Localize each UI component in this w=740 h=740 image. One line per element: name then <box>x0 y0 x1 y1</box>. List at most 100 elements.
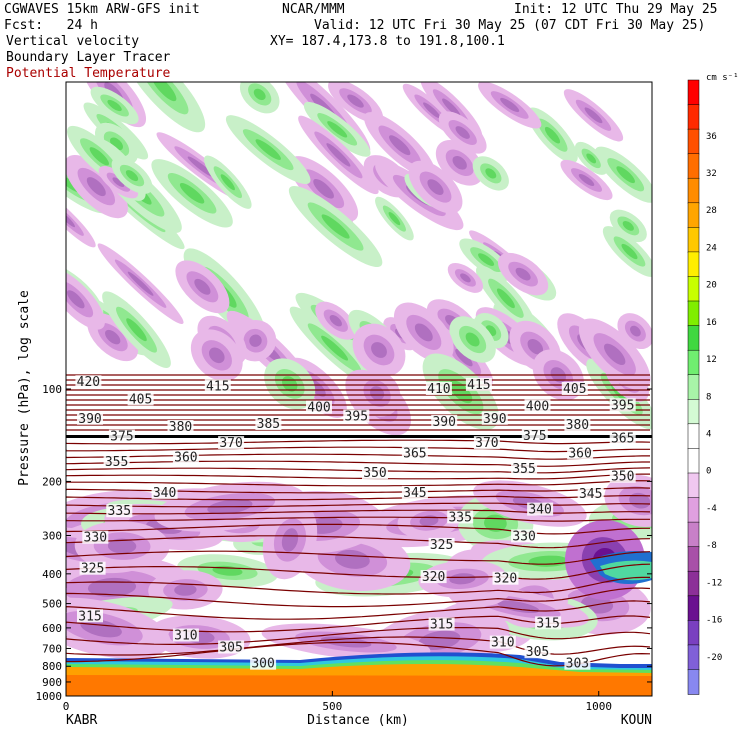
theta-label-bg-6 <box>306 400 332 414</box>
center-title: NCAR/MMM <box>282 2 345 17</box>
w-blob-34 <box>609 209 647 243</box>
w-blob-core <box>107 538 137 554</box>
colorbar: 36 32 28 24 20 16 12 8 4 0 -4 -8 -12 -16 -20 <box>687 79 722 695</box>
theta-label-36: 325 <box>430 538 453 553</box>
w-blob-core <box>86 177 106 197</box>
colorbar-swatch-21 <box>687 595 700 622</box>
theta-label-16: 375 <box>110 430 133 445</box>
theta-label-17: 375 <box>523 429 546 444</box>
w-blob-32 <box>66 155 128 219</box>
theta-contour-15 <box>66 460 650 467</box>
w-blob-39 <box>563 89 624 142</box>
w-blob-core <box>281 528 299 552</box>
field-potential-temperature: Potential Temperature <box>6 66 171 81</box>
endpoint-right: KOUN <box>621 713 652 728</box>
theta-contour-24 <box>66 523 650 535</box>
theta-label-bg-34 <box>82 530 109 544</box>
colorbar-swatch-16 <box>687 472 700 499</box>
theta-contour-34 <box>66 641 651 667</box>
w-blob-core <box>107 99 122 112</box>
colorbar-label-9: 0 <box>706 467 711 477</box>
x-axis-label: Distance (km) <box>307 713 409 728</box>
w-blob-core <box>455 348 473 367</box>
theta-label-bg-25 <box>511 461 538 475</box>
w-blob-core <box>630 325 641 337</box>
theta-contour-32 <box>66 627 651 645</box>
colorbar-swatch-3 <box>687 153 700 180</box>
theta-label-bg-3 <box>465 377 492 391</box>
w-blob-core <box>584 107 603 124</box>
w-blob-38 <box>239 82 280 114</box>
theta-label-bg-1 <box>204 379 231 393</box>
colorbar-label-5: 16 <box>706 318 717 328</box>
w-blob-core <box>327 121 348 138</box>
theta-label-bg-16 <box>108 429 135 443</box>
w-blob-core <box>249 334 262 347</box>
w-blob-69 <box>66 268 105 330</box>
w-blob-core <box>578 174 595 186</box>
colorbar-swatch-15 <box>687 448 700 474</box>
colorbar-swatch-9 <box>687 300 700 327</box>
theta-label-bg-29 <box>401 485 428 499</box>
colorbar-label-13: -16 <box>706 616 722 626</box>
w-blob-68 <box>472 156 509 191</box>
pbl-deep-orange-band <box>66 675 652 696</box>
theta-label-bg-9 <box>609 398 636 412</box>
y-tick-label-3: 400 <box>42 568 62 581</box>
colorbar-swatch-6 <box>687 227 700 253</box>
colorbar-swatch-7 <box>687 251 700 278</box>
w-blob-core <box>621 243 638 260</box>
theta-label-bg-46 <box>524 645 551 659</box>
theta-label-26: 350 <box>363 466 386 481</box>
w-blob-62 <box>111 157 153 194</box>
theta-label-12: 390 <box>483 412 506 427</box>
theta-label-44: 310 <box>491 636 514 651</box>
w-blob-core <box>527 338 544 355</box>
theta-label-bg-12 <box>481 411 508 425</box>
theta-label-41: 315 <box>430 618 453 633</box>
x-tick-label-1: 500 <box>322 700 342 713</box>
w-blob-core <box>253 88 266 101</box>
theta-contour-labels: 420 415 410 415 405 405 400 400 395 395 390 390 390 3… <box>75 375 636 672</box>
theta-label-bg-33 <box>447 510 474 524</box>
theta-label-7: 400 <box>526 400 549 415</box>
theta-label-6: 400 <box>307 401 330 416</box>
w-blob-core <box>485 168 497 179</box>
w-blob-core <box>127 271 154 296</box>
theta-label-0: 420 <box>77 375 100 390</box>
colorbar-swatch-19 <box>687 546 700 572</box>
w-blob-10 <box>594 146 652 203</box>
w-blob-87 <box>190 329 243 382</box>
w-blob-core <box>449 573 476 585</box>
theta-label-bg-7 <box>524 399 551 413</box>
theta-contour-18 <box>66 480 651 487</box>
w-blob-core <box>629 492 651 509</box>
colorbar-swatch-18 <box>687 521 700 548</box>
w-blob-core <box>321 214 350 239</box>
theta-label-22: 365 <box>403 446 426 461</box>
y-tick-label-6: 700 <box>42 642 62 655</box>
w-blob-core <box>500 97 520 113</box>
colorbar-label-11: -8 <box>706 541 717 551</box>
theta-label-10: 390 <box>78 412 101 427</box>
y-tick-label-1: 200 <box>42 475 62 488</box>
w-blob-25 <box>90 86 139 125</box>
w-blob-core <box>89 147 109 166</box>
w-blob-core <box>388 212 401 226</box>
colorbar-swatch-5 <box>687 202 700 229</box>
w-blob-core <box>423 102 441 119</box>
colorbar-swatch-11 <box>687 349 700 376</box>
theta-label-bg-38 <box>420 570 447 584</box>
theta-label-29: 345 <box>403 486 426 501</box>
w-blob-88 <box>509 320 562 373</box>
colorbar-swatch-23 <box>687 644 700 671</box>
colorbar-label-6: 12 <box>706 355 717 365</box>
y-tick-label-2: 300 <box>42 529 62 542</box>
theta-label-40: 315 <box>78 609 101 624</box>
w-blob-35 <box>175 260 230 314</box>
w-blob-core <box>478 253 495 266</box>
w-blob-core <box>194 278 211 295</box>
theta-label-bg-17 <box>521 428 548 442</box>
theta-label-bg-35 <box>511 529 538 543</box>
